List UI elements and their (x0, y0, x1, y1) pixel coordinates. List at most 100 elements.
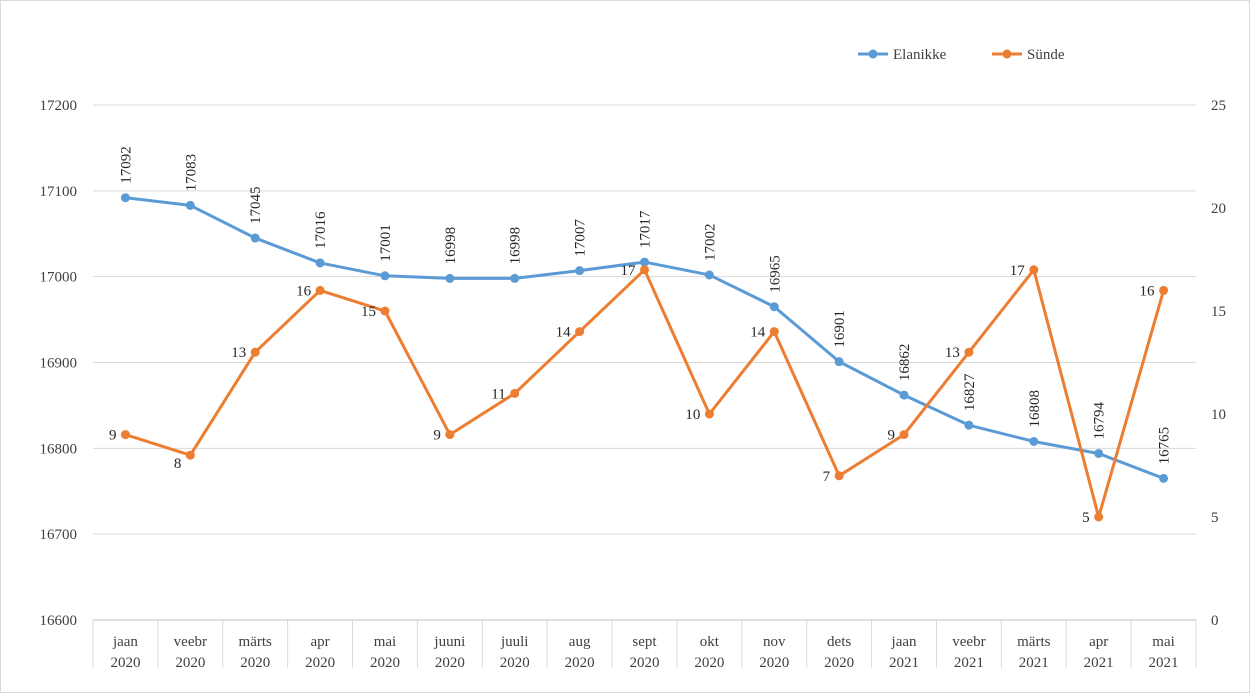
x-axis-tick-label: juuli (500, 634, 529, 650)
left-axis-tick-label: 16800 (40, 441, 78, 457)
data-label-synde: 5 (1082, 510, 1090, 526)
data-point (185, 200, 195, 210)
data-point (640, 265, 649, 275)
x-axis-tick-label: okt (700, 634, 720, 650)
data-point (704, 409, 714, 419)
data-label-synde: 11 (491, 386, 505, 402)
right-axis-tick-label: 0 (1211, 613, 1219, 629)
data-point (769, 327, 779, 337)
data-label-synde: 8 (174, 456, 182, 472)
x-axis-tick-label-year: 2020 (110, 655, 140, 671)
data-label-elanikke: 16998 (508, 227, 524, 265)
data-point (704, 270, 714, 280)
data-label-synde: 13 (945, 345, 960, 361)
data-label-elanikke: 16794 (1092, 401, 1108, 439)
x-axis-tick-label-year: 2021 (1084, 655, 1114, 671)
data-label-elanikke: 16862 (897, 344, 913, 382)
data-label-elanikke: 16998 (443, 227, 459, 265)
x-axis-tick-label: aug (569, 634, 591, 650)
data-point (510, 388, 520, 398)
right-axis-tick-label: 5 (1211, 510, 1219, 526)
right-axis-tick-label: 20 (1211, 201, 1226, 217)
right-axis-tick-label: 10 (1211, 407, 1226, 423)
x-axis-tick-label-year: 2021 (1149, 655, 1179, 671)
data-label-elanikke: 17007 (573, 219, 589, 257)
gridlines (93, 104, 1196, 621)
data-label-elanikke: 17002 (702, 223, 718, 261)
x-axis-tick-label-year: 2020 (435, 655, 465, 671)
x-axis-tick-label: apr (311, 634, 330, 650)
x-axis-tick-label-year: 2021 (1019, 655, 1049, 671)
x-axis-tick-label: jaan (891, 634, 917, 650)
data-label-elanikke: 17092 (118, 146, 134, 184)
data-point (120, 430, 130, 440)
x-axis-tick-label-year: 2020 (305, 655, 335, 671)
data-point (769, 302, 779, 312)
x-axis-tick-label-year: 2020 (565, 655, 595, 671)
data-point (250, 233, 260, 243)
data-label-elanikke: 17083 (183, 154, 199, 192)
data-label-elanikke: 17045 (248, 187, 264, 225)
left-axis-tick-label: 16700 (40, 527, 78, 543)
data-point (899, 390, 909, 400)
data-label-synde: 7 (823, 469, 831, 485)
data-point (834, 471, 844, 481)
left-axis-tick-label: 16600 (40, 613, 78, 629)
x-axis-tick-label: nov (763, 634, 786, 650)
data-point (1029, 436, 1039, 446)
x-axis-tick-label-year: 2020 (630, 655, 660, 671)
data-label-elanikke: 17016 (313, 211, 329, 249)
data-label-elanikke: 16808 (1027, 390, 1043, 428)
data-point (380, 306, 390, 316)
data-label-synde: 9 (433, 428, 441, 444)
data-point (1159, 285, 1169, 295)
legend-label: Sünde (1027, 47, 1065, 63)
x-axis-tick-label: mai (1152, 634, 1175, 650)
x-axis-tick-label: veebr (952, 634, 985, 650)
x-axis-tick-label: sept (632, 634, 657, 650)
data-label-synde: 16 (1140, 283, 1156, 299)
data-label-synde: 14 (750, 325, 766, 341)
data-point (1094, 512, 1104, 522)
x-axis-tick-label-year: 2020 (175, 655, 205, 671)
left-axis-tick-label: 17000 (40, 270, 78, 286)
legend-marker (1002, 49, 1012, 59)
x-axis-tick-label: apr (1089, 634, 1108, 650)
data-point (575, 327, 585, 337)
data-point (834, 357, 844, 367)
x-axis-tick-label-year: 2020 (694, 655, 724, 671)
data-label-elanikke: 16765 (1157, 427, 1173, 465)
x-axis-tick-label: juuni (433, 634, 465, 650)
x-axis-tick-label: märts (1017, 634, 1050, 650)
legend-marker (868, 49, 878, 59)
right-axis-ticks: 0 5 10 15 20 25 (1211, 98, 1226, 629)
left-axis-tick-label: 17100 (40, 184, 78, 200)
x-axis-tick-label-year: 2020 (824, 655, 854, 671)
data-point (899, 430, 909, 440)
right-axis-tick-label: 15 (1211, 304, 1226, 320)
x-axis-tick-label: mai (374, 634, 397, 650)
data-point (575, 266, 585, 276)
data-point (315, 285, 325, 295)
data-label-elanikke: 16827 (962, 373, 978, 411)
data-point (445, 430, 455, 440)
data-label-elanikke: 17017 (638, 210, 654, 248)
data-label-synde: 15 (361, 304, 376, 320)
data-point (120, 193, 130, 203)
data-label-synde: 14 (556, 325, 572, 341)
data-point (964, 347, 974, 357)
left-axis-tick-label: 17200 (40, 98, 78, 114)
x-axis-tick-label-year: 2021 (954, 655, 984, 671)
data-label-elanikke: 16965 (767, 255, 783, 293)
x-axis-tick-label: dets (827, 634, 851, 650)
series-layer (120, 193, 1169, 522)
data-label-synde: 9 (888, 428, 896, 444)
legend-label: Elanikke (893, 47, 947, 63)
x-axis-tick-label: jaan (112, 634, 138, 650)
data-point (640, 257, 649, 267)
data-label-synde: 17 (621, 263, 637, 279)
right-axis-tick-label: 25 (1211, 98, 1226, 114)
data-label-synde: 9 (109, 428, 117, 444)
